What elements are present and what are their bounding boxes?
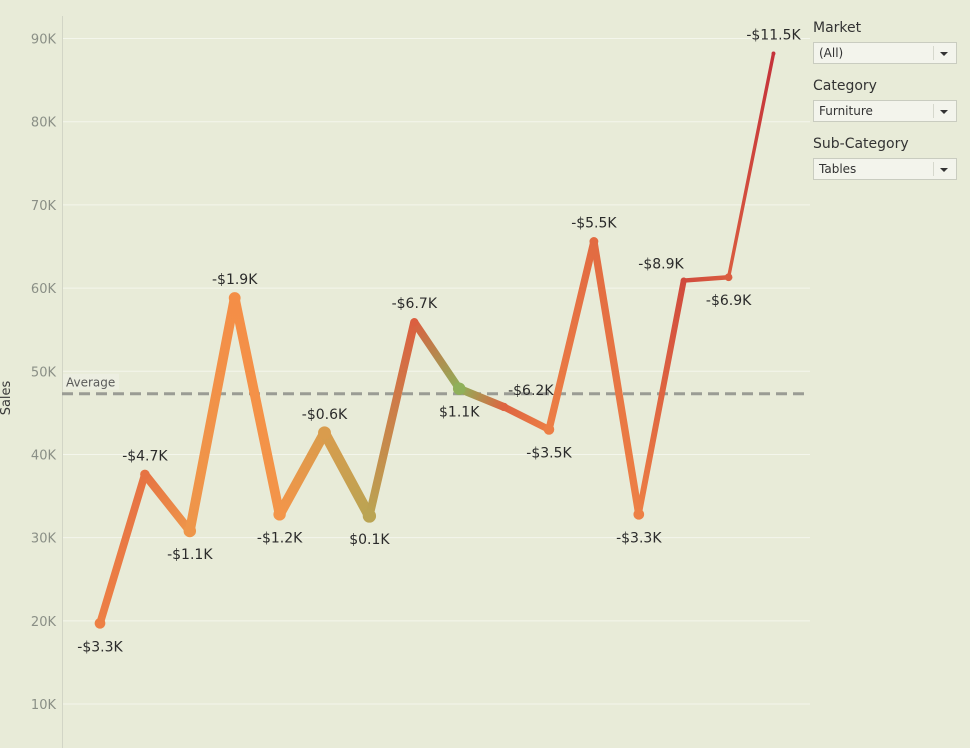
y-tick-label: 40K xyxy=(31,448,57,463)
data-point[interactable] xyxy=(273,508,286,521)
category-select-value: Furniture xyxy=(819,104,873,118)
data-point[interactable] xyxy=(724,273,733,282)
series-line-segment xyxy=(545,237,598,434)
y-tick-label: 10K xyxy=(31,698,57,713)
market-select-value: (All) xyxy=(819,46,844,60)
data-point[interactable] xyxy=(183,524,197,538)
data-point[interactable] xyxy=(140,469,150,480)
data-point[interactable] xyxy=(771,51,776,56)
market-filter: Market (All) xyxy=(813,20,963,64)
y-tick-label: 90K xyxy=(31,33,57,48)
series-line-segment xyxy=(500,403,553,433)
market-filter-title: Market xyxy=(813,20,862,36)
chevron-down-icon[interactable] xyxy=(940,52,948,56)
data-point[interactable] xyxy=(589,237,599,246)
data-label: -$3.5K xyxy=(526,445,572,461)
series-line-segment xyxy=(140,470,195,536)
y-tick-label: 70K xyxy=(31,199,57,214)
data-point[interactable] xyxy=(633,508,645,520)
data-point[interactable] xyxy=(499,402,509,412)
market-select[interactable]: (All) xyxy=(813,42,957,64)
select-divider xyxy=(933,46,934,60)
data-label: $1.1K xyxy=(439,405,480,421)
data-point[interactable] xyxy=(362,509,377,523)
data-label: -$6.7K xyxy=(392,296,438,312)
data-point[interactable] xyxy=(680,277,687,284)
sub-category-select[interactable]: Tables xyxy=(813,158,957,180)
chevron-down-icon[interactable] xyxy=(940,168,948,172)
filters-panel: Market (All) Category Furniture Sub-Cate… xyxy=(813,20,963,194)
y-tick-label: 60K xyxy=(31,282,57,297)
data-label: -$3.3K xyxy=(77,639,123,655)
data-label: -$1.9K xyxy=(212,272,258,288)
data-label: -$6.9K xyxy=(706,293,752,309)
data-point[interactable] xyxy=(228,292,241,304)
series-line-segment xyxy=(96,470,149,628)
sub-category-select-value: Tables xyxy=(819,162,857,176)
select-divider xyxy=(933,162,934,176)
series-line-segment xyxy=(365,318,419,521)
series-line-segment xyxy=(455,384,509,412)
series-line-segment xyxy=(229,293,285,520)
y-tick-label: 50K xyxy=(31,365,57,380)
data-point[interactable] xyxy=(452,382,466,395)
series-line-segment xyxy=(635,277,687,518)
sales-line-chart: 10K 20K 30K 40K 50K 60K 70K 80K 90K Sales Average -… xyxy=(0,16,810,748)
category-filter-title: Category xyxy=(813,78,877,94)
y-tick-label: 80K xyxy=(31,116,57,131)
y-tick-label: 20K xyxy=(31,615,57,630)
category-filter: Category Furniture xyxy=(813,78,963,122)
y-tick-label: 30K xyxy=(31,532,57,547)
data-label: -$1.2K xyxy=(257,530,303,546)
series-line-segment xyxy=(410,318,464,393)
series-line-segment xyxy=(726,51,776,279)
data-label: -$0.6K xyxy=(302,407,348,423)
chevron-down-icon[interactable] xyxy=(940,110,948,114)
category-select[interactable]: Furniture xyxy=(813,100,957,122)
data-label: -$5.5K xyxy=(571,215,617,231)
series-line-segment xyxy=(319,427,375,522)
series-line-segment xyxy=(681,275,731,283)
series-line-segment xyxy=(274,427,330,520)
data-label: -$4.7K xyxy=(122,448,168,464)
sub-category-filter-title: Sub-Category xyxy=(813,136,909,152)
data-label: -$11.5K xyxy=(746,27,801,43)
average-label-background xyxy=(63,373,119,390)
sub-category-filter: Sub-Category Tables xyxy=(813,136,963,180)
select-divider xyxy=(933,104,934,118)
series-line-segment xyxy=(184,293,240,536)
average-label: Average xyxy=(66,376,115,390)
data-point[interactable] xyxy=(543,424,555,435)
data-point[interactable] xyxy=(94,617,106,629)
data-label: -$8.9K xyxy=(638,257,684,273)
data-label: -$6.2K xyxy=(508,383,554,399)
data-label: -$1.1K xyxy=(167,547,213,563)
data-label: -$3.3K xyxy=(616,530,662,546)
series-line-segment xyxy=(590,237,643,519)
data-point[interactable] xyxy=(410,318,419,327)
chart-svg: 10K 20K 30K 40K 50K 60K 70K 80K 90K Sales Average -… xyxy=(0,16,810,748)
data-point[interactable] xyxy=(318,426,331,440)
data-label: $0.1K xyxy=(349,532,390,548)
y-axis-title: Sales xyxy=(0,380,14,415)
